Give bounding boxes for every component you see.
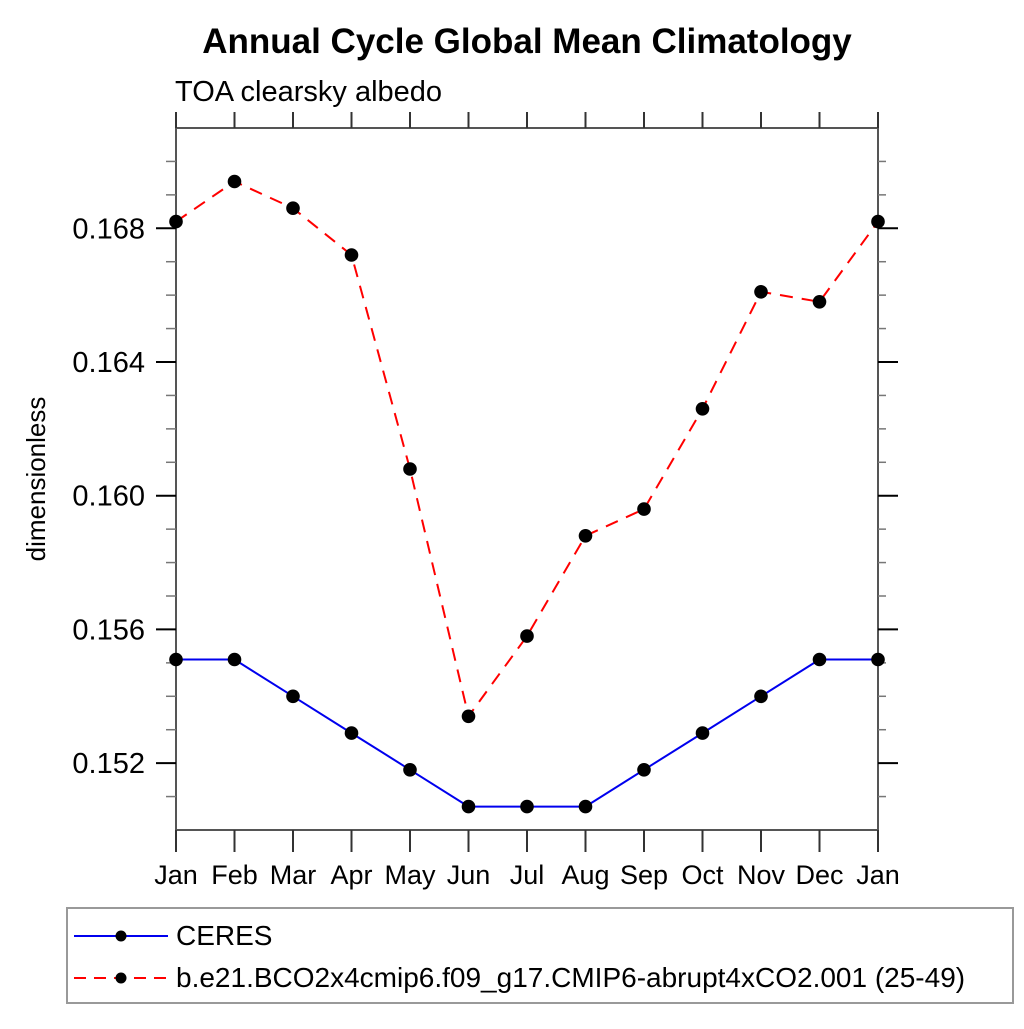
x-tick-label: Apr [330, 860, 372, 890]
x-tick-label: Jan [154, 860, 198, 890]
data-point-marker [227, 174, 242, 189]
x-tick-label: Jul [510, 860, 545, 890]
data-point-marker [754, 689, 768, 704]
data-point-marker [871, 214, 885, 229]
y-tick-label: 0.160 [72, 481, 145, 513]
data-point-marker [812, 295, 827, 309]
data-point-marker [812, 652, 827, 667]
data-point-marker [286, 201, 300, 215]
data-point-marker [754, 285, 768, 299]
data-point-marker [520, 629, 534, 643]
x-tick-label: Sep [620, 860, 668, 890]
legend-label: CERES [176, 920, 272, 951]
y-tick-label: 0.156 [72, 614, 145, 646]
data-point-marker [637, 502, 651, 516]
x-tick-label: Oct [681, 860, 724, 890]
x-tick-label: Feb [211, 860, 258, 890]
x-tick-label: May [384, 860, 436, 890]
x-tick-label: Jan [856, 860, 900, 890]
data-point-marker [461, 799, 476, 814]
plot-area: Jan Feb Mar Apr May Jun Jul Aug Sep Oct Nov Dec Jan 0… [72, 112, 900, 890]
x-tick-label: Aug [561, 860, 609, 890]
data-point-marker [344, 248, 359, 262]
y-axis-label: dimensionless [21, 397, 51, 562]
x-tick-label: Jun [447, 860, 491, 890]
data-point-marker [637, 763, 651, 777]
x-tick-label: Mar [270, 860, 317, 890]
chart-title: Annual Cycle Global Mean Climatology [202, 22, 852, 61]
x-tick-label: Dec [795, 860, 843, 890]
data-point-marker [520, 799, 534, 814]
y-tick-label: 0.168 [72, 213, 145, 245]
data-point-marker [169, 214, 183, 229]
legend-box [66, 907, 1014, 1004]
legend: CERES b.e21.BCO2x4cmip6.f09_g17.CMIP6-abr… [66, 907, 1014, 1004]
y-tick-label: 0.164 [72, 347, 145, 379]
data-point-marker [578, 529, 593, 543]
y-tick-label: 0.152 [72, 748, 145, 780]
data-point-marker [461, 709, 476, 724]
legend-marker [115, 930, 127, 942]
data-point-marker [695, 402, 710, 416]
legend-marker [115, 972, 127, 984]
series-layer [169, 174, 885, 814]
data-point-marker [227, 652, 242, 667]
data-point-marker [344, 726, 359, 740]
legend-label: b.e21.BCO2x4cmip6.f09_g17.CMIP6-abrupt4x… [176, 962, 965, 993]
data-point-marker [695, 726, 710, 740]
chart-subtitle: TOA clearsky albedo [175, 76, 442, 108]
data-point-marker [169, 652, 183, 667]
x-tick-label: Nov [737, 860, 786, 890]
data-point-marker [403, 763, 417, 777]
data-point-marker [871, 652, 885, 667]
data-point-marker [403, 462, 417, 476]
data-point-marker [578, 799, 593, 814]
series-line-0 [176, 658, 878, 808]
data-point-marker [286, 689, 300, 704]
plot-frame [175, 127, 879, 831]
